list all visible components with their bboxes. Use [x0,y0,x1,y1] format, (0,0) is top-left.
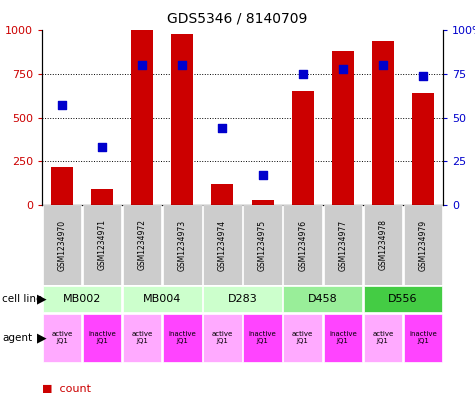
Text: ▶: ▶ [37,332,47,345]
Text: D458: D458 [308,294,338,304]
Text: GSM1234970: GSM1234970 [57,219,67,270]
Bar [163,314,201,362]
Text: GSM1234973: GSM1234973 [178,219,187,270]
Bar [252,200,274,205]
Text: agent: agent [2,333,32,343]
Text: ■  count: ■ count [42,384,91,393]
Point [218,125,226,131]
Bar [131,30,153,205]
Bar [123,314,162,362]
Point [419,72,427,79]
Bar [91,189,113,205]
Bar [43,205,81,285]
Bar [243,205,282,285]
Text: active
JQ1: active JQ1 [51,332,73,345]
Text: GSM1234976: GSM1234976 [298,219,307,270]
Bar [123,205,162,285]
Bar [323,205,362,285]
Point [339,65,347,72]
Text: D556: D556 [388,294,418,304]
Text: inactive
JQ1: inactive JQ1 [249,332,276,345]
Text: inactive
JQ1: inactive JQ1 [329,332,357,345]
Bar [83,205,122,285]
Bar [363,205,402,285]
Bar [123,286,201,312]
Text: GSM1234974: GSM1234974 [218,219,227,270]
Text: GDS5346 / 8140709: GDS5346 / 8140709 [167,12,308,26]
Bar [284,314,322,362]
Bar [203,314,242,362]
Bar [243,314,282,362]
Bar [404,314,442,362]
Bar [171,33,193,205]
Bar [203,205,242,285]
Bar [43,286,122,312]
Point [58,102,66,108]
Bar [211,184,234,205]
Bar [43,314,81,362]
Text: active
JQ1: active JQ1 [372,332,393,345]
Text: cell line: cell line [2,294,43,304]
Point [138,62,146,68]
Bar [163,205,201,285]
Bar [412,93,434,205]
Bar [363,286,442,312]
Text: active
JQ1: active JQ1 [132,332,153,345]
Bar [284,205,322,285]
Bar [332,51,354,205]
Text: inactive
JQ1: inactive JQ1 [169,332,196,345]
Point [259,172,266,178]
Bar [51,167,73,205]
Bar [323,314,362,362]
Bar [372,40,394,205]
Point [299,71,306,77]
Bar [203,286,282,312]
Bar [363,314,402,362]
Text: GSM1234972: GSM1234972 [138,220,147,270]
Text: GSM1234971: GSM1234971 [98,220,107,270]
Text: GSM1234979: GSM1234979 [418,219,428,270]
Point [179,62,186,68]
Point [98,144,106,151]
Text: MB002: MB002 [63,294,101,304]
Bar [292,91,314,205]
Bar [404,205,442,285]
Point [379,62,387,68]
Text: inactive
JQ1: inactive JQ1 [88,332,116,345]
Text: MB004: MB004 [143,294,181,304]
Text: active
JQ1: active JQ1 [292,332,314,345]
Text: D283: D283 [228,294,257,304]
Bar [284,286,362,312]
Text: GSM1234978: GSM1234978 [379,220,387,270]
Text: inactive
JQ1: inactive JQ1 [409,332,437,345]
Text: active
JQ1: active JQ1 [212,332,233,345]
Text: ▶: ▶ [37,292,47,305]
Text: GSM1234977: GSM1234977 [338,219,347,270]
Text: GSM1234975: GSM1234975 [258,219,267,270]
Bar [83,314,122,362]
